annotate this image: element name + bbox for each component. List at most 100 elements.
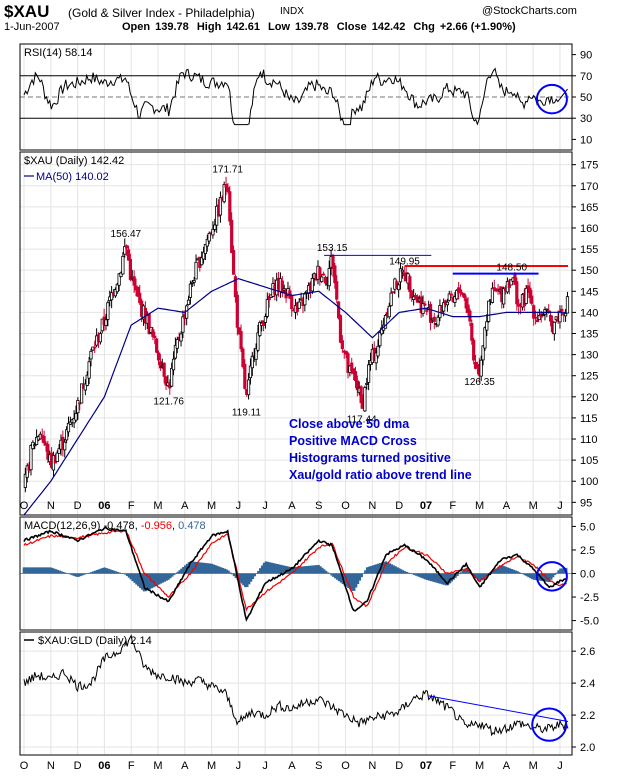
macd-legend-sep: ,: [135, 520, 141, 532]
x-tick-label: N: [368, 760, 376, 772]
macd-histogram-bar: [240, 573, 243, 584]
macd-histogram-bar: [502, 566, 506, 574]
price-candle-body: [158, 361, 163, 369]
macd-histogram-bar: [84, 573, 88, 575]
x-tick-label: O: [20, 760, 29, 772]
price-candle-body: [87, 361, 91, 379]
price-candle-body: [192, 280, 196, 283]
macd-histogram-bar: [546, 573, 549, 582]
macd-histogram-bar: [60, 571, 63, 574]
macd-panel-frame: [19, 516, 573, 631]
y-tick-label: 90: [580, 50, 592, 62]
y-tick-label: 155: [580, 244, 598, 256]
price-candle-body: [235, 294, 239, 328]
macd-histogram-bar: [547, 573, 551, 583]
price-candle-body: [442, 302, 446, 312]
macd-histogram-bar: [456, 573, 459, 577]
macd-histogram-bar: [191, 561, 195, 574]
macd-highlight-circle: [535, 561, 568, 592]
price-candle-body: [46, 443, 50, 460]
macd-histogram-bar: [56, 569, 60, 574]
price-candle-body: [93, 346, 97, 349]
ratio-line: [23, 633, 569, 737]
macd-signal-line: [23, 529, 567, 612]
macd-histogram-bar: [527, 573, 530, 578]
x-tick-label: 07: [420, 760, 432, 772]
price-candle-body: [155, 338, 159, 353]
price-candle-body: [128, 258, 132, 280]
price-candle-body: [449, 293, 453, 296]
macd-histogram-bar: [257, 570, 260, 574]
x-tick-label: M: [207, 500, 216, 512]
price-candle-body: [470, 323, 474, 341]
y-tick-label: 2.0: [580, 742, 595, 754]
price-candle-body: [490, 287, 495, 303]
annotation-line: Positive MACD Cross: [289, 434, 417, 448]
macd-histogram-bar: [525, 573, 529, 577]
x-tick-label: M: [475, 760, 484, 772]
macd-histogram-bar: [347, 573, 350, 589]
price-candle-body: [89, 350, 93, 360]
macd-histogram-bar: [112, 570, 116, 574]
macd-histogram-bar: [182, 566, 185, 574]
price-candle-body: [115, 283, 119, 293]
price-candle-body: [113, 289, 117, 297]
price-candle-body: [231, 250, 236, 275]
macd-histogram-bar: [394, 566, 397, 574]
price-candle-body: [565, 296, 570, 314]
macd-histogram-bar: [407, 572, 410, 574]
price-candle-body: [533, 316, 538, 319]
macd-histogram-bar: [296, 566, 300, 574]
price-candle-body: [481, 345, 485, 361]
macd-histogram-bar: [116, 571, 120, 574]
macd-histogram-bar: [377, 563, 380, 574]
macd-histogram-bar: [215, 565, 219, 574]
macd-histogram-bar: [281, 565, 285, 574]
price-candle-body: [121, 255, 125, 275]
macd-histogram-bar: [133, 573, 136, 583]
macd-histogram-bar: [234, 573, 238, 578]
macd-histogram-bar: [62, 571, 65, 574]
price-candle-body: [119, 272, 123, 278]
macd-histogram-bar: [82, 573, 86, 575]
macd-histogram-bar: [159, 573, 163, 584]
macd-histogram-bar: [300, 566, 303, 574]
x-tick-label: A: [288, 500, 296, 512]
price-candle-body: [91, 346, 95, 351]
macd-histogram-bar: [457, 573, 461, 575]
macd-histogram-bar: [484, 573, 487, 578]
symbol-subtitle: (Gold & Silver Index - Philadelphia): [68, 6, 255, 20]
macd-histogram-bar: [95, 570, 99, 574]
macd-histogram-bar: [482, 573, 485, 579]
price-candle-body: [560, 308, 564, 312]
price-candle-body: [125, 245, 129, 249]
macd-histogram-bar: [516, 571, 519, 574]
price-candle-body: [258, 321, 262, 337]
macd-histogram-bar: [41, 567, 45, 574]
macd-histogram-bar: [302, 566, 305, 574]
price-candle-body: [541, 314, 545, 316]
price-candle-body: [483, 327, 487, 349]
price-candle-body: [458, 289, 463, 294]
macd-histogram-bar: [435, 573, 438, 583]
price-candle-body: [181, 316, 185, 333]
macd-legend-histogram: 0.478: [178, 520, 206, 532]
macd-histogram-bar: [30, 567, 33, 574]
macd-histogram-bar: [253, 573, 257, 577]
price-candle-body: [68, 421, 72, 425]
macd-histogram-bar: [375, 564, 378, 574]
y-tick-label: 2.6: [580, 646, 595, 658]
price-candle-body: [310, 278, 314, 292]
price-candle-body: [453, 296, 457, 303]
macd-histogram-bar: [223, 568, 227, 574]
price-candle-body: [246, 379, 251, 396]
macd-histogram-bar: [167, 573, 170, 580]
y-tick-label: 50: [580, 92, 592, 104]
macd-histogram-bar: [129, 573, 133, 580]
price-candle-body: [436, 316, 440, 326]
price-candle-body: [34, 436, 39, 446]
rsi-highlight-circle: [535, 83, 568, 115]
y-tick-label: 150: [580, 265, 598, 277]
rsi-line: [23, 67, 568, 126]
macd-histogram-bar: [161, 573, 165, 583]
